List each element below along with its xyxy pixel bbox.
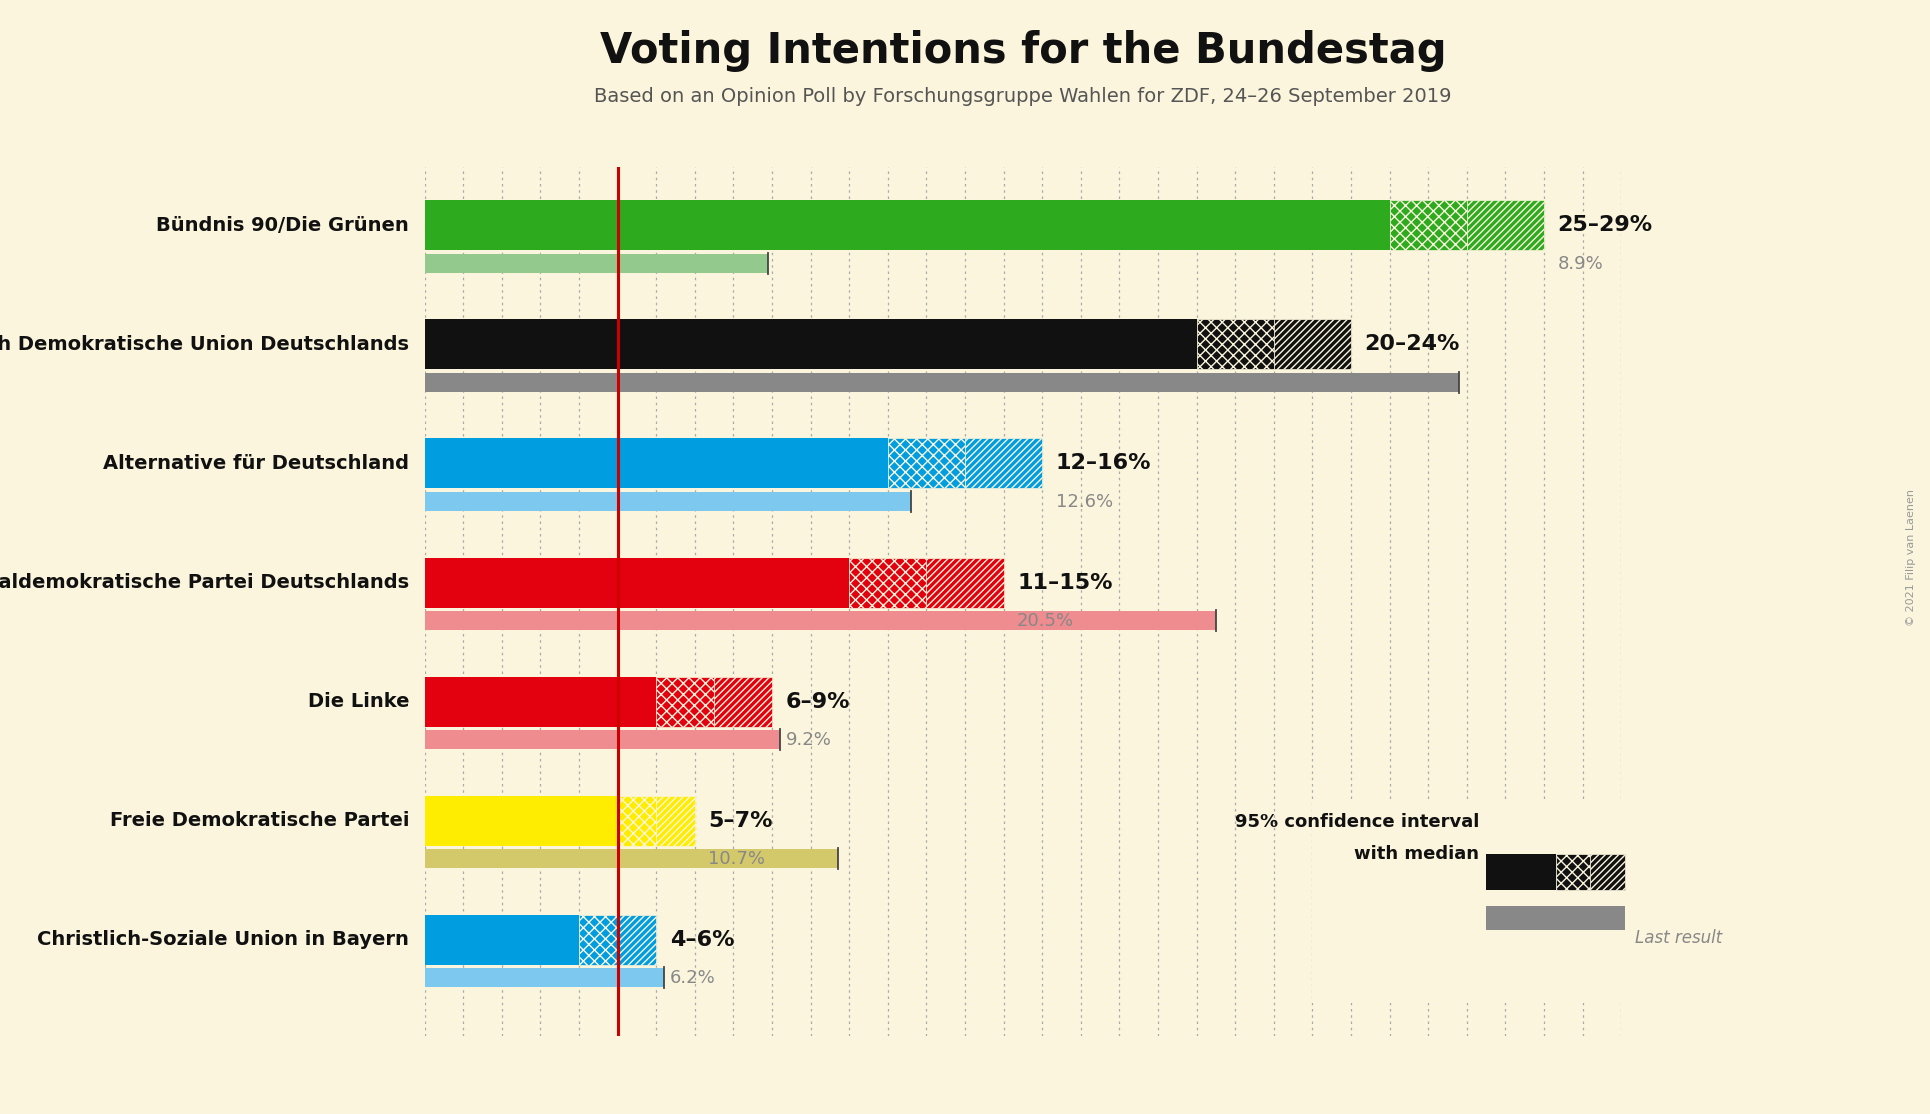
Bar — [1467, 201, 1544, 251]
Bar — [656, 676, 714, 726]
Bar — [1274, 320, 1351, 370]
Bar — [849, 557, 926, 607]
Bar — [618, 915, 656, 965]
Bar — [425, 254, 768, 273]
Bar — [1390, 201, 1467, 251]
Bar — [425, 968, 664, 987]
Text: with median: with median — [1355, 846, 1478, 863]
Text: 20–24%: 20–24% — [1365, 334, 1459, 354]
Bar — [425, 201, 1390, 251]
Bar — [425, 320, 1197, 370]
Text: Christlich-Soziale Union in Bayern: Christlich-Soziale Union in Bayern — [37, 930, 409, 949]
Bar — [425, 730, 780, 749]
Text: 9.2%: 9.2% — [786, 731, 832, 749]
Text: 6.2%: 6.2% — [670, 969, 716, 987]
Text: Sozialdemokratische Partei Deutschlands: Sozialdemokratische Partei Deutschlands — [0, 573, 409, 592]
Bar — [425, 492, 911, 511]
Bar — [425, 795, 618, 846]
Text: 10.7%: 10.7% — [708, 850, 766, 868]
Text: Christlich Demokratische Union Deutschlands: Christlich Demokratische Union Deutschla… — [0, 335, 409, 354]
Bar — [425, 849, 838, 868]
Bar — [1486, 854, 1556, 890]
Bar — [579, 915, 618, 965]
Text: 25–29%: 25–29% — [1558, 215, 1652, 235]
Bar — [714, 676, 772, 726]
Bar — [656, 795, 695, 846]
Text: 8.9%: 8.9% — [1558, 254, 1604, 273]
Bar — [425, 557, 849, 607]
Text: 5–7%: 5–7% — [708, 811, 772, 831]
Text: © 2021 Filip van Laenen: © 2021 Filip van Laenen — [1907, 489, 1916, 625]
Bar — [965, 439, 1042, 488]
Bar — [425, 612, 1216, 631]
Text: 20.5%: 20.5% — [1017, 612, 1075, 629]
Bar — [1486, 907, 1625, 930]
Text: Bündnis 90/Die Grünen: Bündnis 90/Die Grünen — [156, 216, 409, 235]
Bar — [425, 439, 888, 488]
Text: 12–16%: 12–16% — [1056, 453, 1150, 473]
Bar — [425, 373, 1459, 392]
Text: 26.8%: 26.8% — [1365, 373, 1422, 391]
Bar — [1197, 320, 1274, 370]
Text: Voting Intentions for the Bundestag: Voting Intentions for the Bundestag — [600, 30, 1446, 72]
Text: Last result: Last result — [1635, 929, 1723, 947]
Text: 4–6%: 4–6% — [670, 929, 733, 949]
Bar — [888, 439, 965, 488]
Bar — [1556, 854, 1590, 890]
Bar — [618, 795, 656, 846]
Text: Alternative für Deutschland: Alternative für Deutschland — [102, 455, 409, 473]
Bar — [1590, 854, 1625, 890]
Text: 95% confidence interval: 95% confidence interval — [1235, 813, 1478, 831]
Text: Based on an Opinion Poll by Forschungsgruppe Wahlen for ZDF, 24–26 September 201: Based on an Opinion Poll by Forschungsgr… — [594, 87, 1451, 106]
Text: Freie Demokratische Partei: Freie Demokratische Partei — [110, 811, 409, 830]
Text: 12.6%: 12.6% — [1056, 492, 1114, 510]
Bar — [425, 915, 579, 965]
Text: 11–15%: 11–15% — [1017, 573, 1112, 593]
Bar — [425, 676, 656, 726]
Bar — [926, 557, 1004, 607]
Text: Die Linke: Die Linke — [307, 692, 409, 711]
Text: 6–9%: 6–9% — [786, 692, 849, 712]
